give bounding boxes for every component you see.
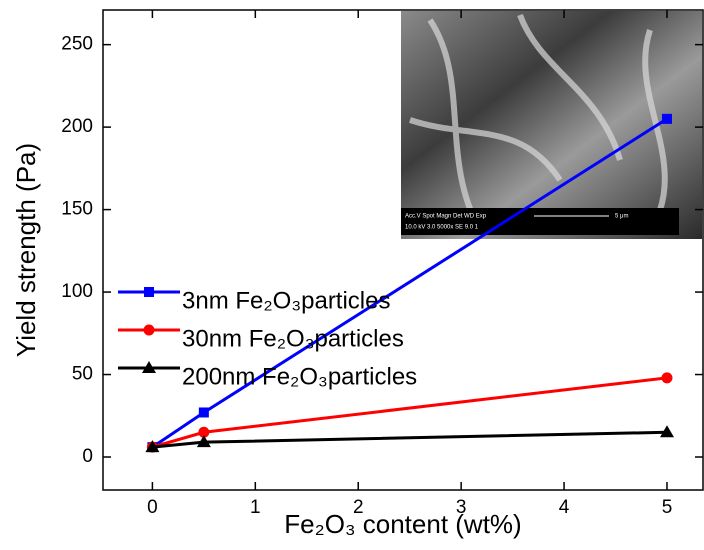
y-tick-label: 0: [82, 446, 93, 467]
marker: [144, 325, 155, 336]
x-tick-label: 2: [353, 497, 364, 518]
x-tick-label: 0: [147, 497, 158, 518]
inset-text: 10.0 kV 3.0 5000x SE 9.0 1: [405, 225, 479, 231]
y-tick-label: 150: [61, 199, 93, 220]
legend-label: 30nm Fe₂O₃particles: [182, 325, 404, 352]
y-tick-label: 200: [61, 116, 93, 137]
x-axis-label: Fe₂O₃ content (wt%): [284, 509, 521, 539]
inset-text: Acc.V Spot Magn Det WD Exp: [405, 214, 487, 220]
series-line: [152, 432, 667, 447]
x-tick-label: 5: [662, 497, 673, 518]
x-tick-label: 4: [559, 497, 570, 518]
y-axis-label: Yield strength (Pa): [11, 143, 41, 357]
y-tick-label: 50: [72, 364, 93, 385]
chart: Acc.V Spot Magn Det WD Exp 10.0 kV 3.0 5…: [0, 0, 704, 545]
y-tick-label: 100: [61, 281, 93, 302]
marker: [662, 114, 672, 124]
inset-text: 5 μm: [615, 214, 628, 220]
marker: [199, 407, 209, 417]
legend-label: 200nm Fe₂O₃particles: [182, 363, 417, 390]
x-tick-label: 1: [250, 497, 261, 518]
legend-label: 3nm Fe₂O₃particles: [182, 287, 391, 314]
marker: [144, 287, 154, 297]
y-tick-label: 250: [61, 34, 93, 55]
x-tick-label: 3: [456, 497, 467, 518]
marker: [661, 372, 672, 383]
